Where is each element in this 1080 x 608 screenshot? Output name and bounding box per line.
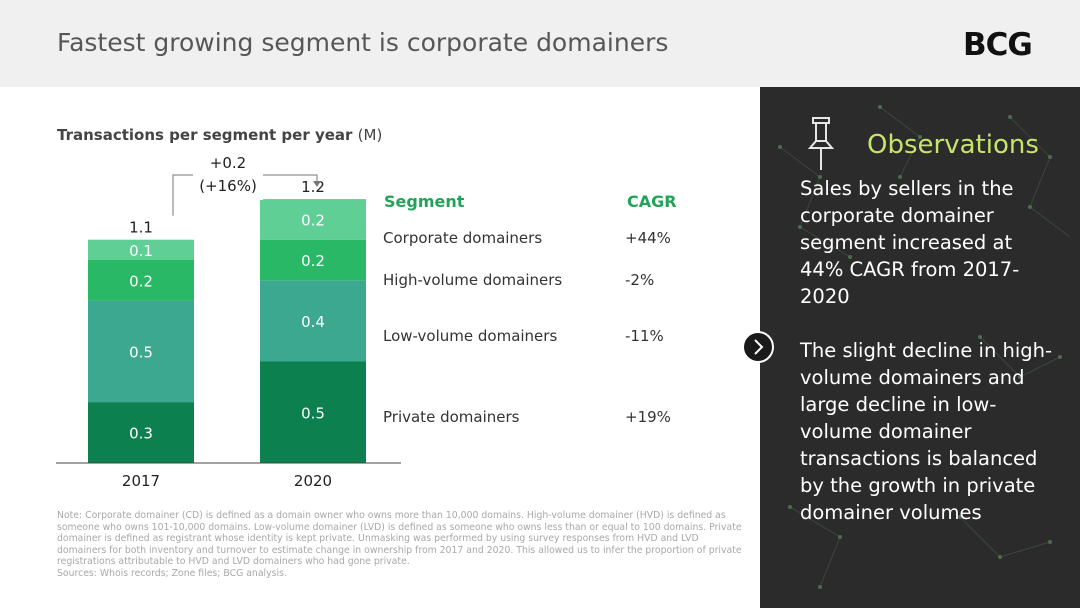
change-label-bg bbox=[193, 152, 263, 200]
header-bar bbox=[0, 0, 1080, 87]
chart-title-unit: (M) bbox=[357, 126, 383, 144]
observations-text: Sales by sellers in the corporate domain… bbox=[800, 175, 1055, 553]
page-title: Fastest growing segment is corporate dom… bbox=[57, 28, 669, 57]
footnote-text: Note: Corporate domainer (CD) is defined… bbox=[57, 510, 742, 568]
bar-value-label: 0.2 bbox=[129, 272, 153, 290]
x-tick-label: 2017 bbox=[122, 472, 160, 490]
bar-total-label: 1.1 bbox=[129, 219, 153, 237]
segment-name-private: Private domainers bbox=[383, 408, 520, 426]
bar-total-label: 1.2 bbox=[301, 178, 325, 196]
chart-title: Transactions per segment per year (M) bbox=[57, 126, 382, 144]
cagr-column-header: CAGR bbox=[627, 192, 677, 211]
observation-paragraph-2: The slight decline in high-volume domain… bbox=[800, 339, 1053, 524]
bar-segment bbox=[88, 300, 194, 403]
observations-title: Observations bbox=[867, 130, 1039, 160]
bar-value-label: 0.5 bbox=[129, 343, 153, 361]
bar-segment bbox=[88, 402, 194, 463]
segment-name-low-volume: Low-volume domainers bbox=[383, 327, 558, 345]
observation-paragraph-1: Sales by sellers in the corporate domain… bbox=[800, 177, 1020, 308]
bar-value-label: 0.1 bbox=[129, 242, 153, 260]
segment-column-header: Segment bbox=[384, 192, 465, 211]
bar-segment bbox=[260, 239, 366, 281]
bar-segment bbox=[88, 260, 194, 301]
sources-text: Sources: Whois records; Zone files; BCG … bbox=[57, 567, 287, 579]
chart-title-main: Transactions per segment per year bbox=[57, 126, 353, 144]
pushpin-icon bbox=[807, 117, 835, 170]
chevron-right-icon[interactable] bbox=[742, 331, 774, 363]
change-arrowhead bbox=[313, 181, 321, 187]
segment-name-corporate: Corporate domainers bbox=[383, 229, 543, 247]
segment-cagr-low-volume: -11% bbox=[625, 327, 664, 345]
bar-value-label: 0.2 bbox=[301, 211, 325, 229]
footnote: Note: Corporate domainer (CD) is defined… bbox=[57, 510, 747, 580]
segment-cagr-private: +19% bbox=[625, 408, 671, 426]
change-value-label: +0.2 bbox=[210, 154, 246, 172]
segment-cagr-corporate: +44% bbox=[625, 229, 671, 247]
panel-background-pattern bbox=[778, 105, 1071, 589]
bar-value-label: 0.3 bbox=[129, 425, 153, 443]
bar-value-label: 0.5 bbox=[301, 404, 325, 422]
bar-value-label: 0.2 bbox=[301, 252, 325, 270]
observations-panel bbox=[760, 87, 1080, 608]
bar-segment bbox=[260, 361, 366, 463]
segment-name-high-volume: High-volume domainers bbox=[383, 271, 563, 289]
bar-segment bbox=[260, 199, 366, 240]
bar-segment bbox=[88, 239, 194, 260]
bar-segment bbox=[260, 280, 366, 362]
bcg-logo: BCG bbox=[963, 27, 1033, 63]
change-percent-label: (+16%) bbox=[199, 177, 257, 195]
bar-value-label: 0.4 bbox=[301, 313, 325, 331]
x-tick-label: 2020 bbox=[294, 472, 332, 490]
segment-cagr-high-volume: -2% bbox=[625, 271, 655, 289]
stacked-bar-chart: 0.3 0.5 0.2 0.1 1.1 2017 0.5 0.4 0.2 0.2 1.2 2020 +0… bbox=[56, 152, 401, 490]
